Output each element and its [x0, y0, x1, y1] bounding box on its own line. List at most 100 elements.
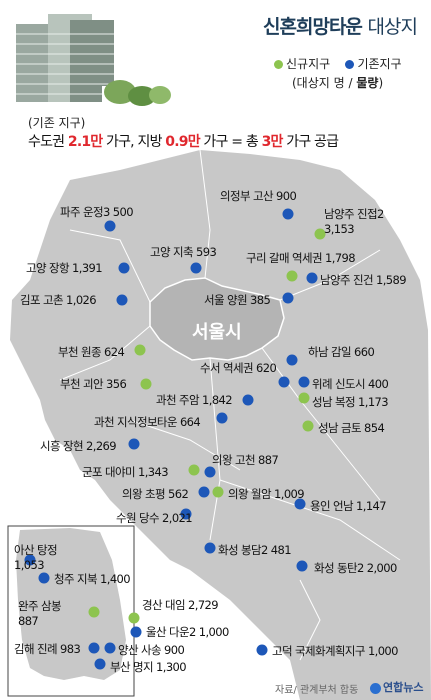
- site-label-11: 하남 감일 660: [308, 344, 375, 360]
- site-name: 경산 대임: [142, 598, 186, 612]
- site-marker-14: [298, 376, 310, 388]
- site-units: 1,009: [274, 487, 305, 501]
- site-units: 1,300: [156, 660, 187, 674]
- site-label-10: 부천 원종 624: [58, 344, 125, 360]
- site-name: 의정부 고산: [220, 189, 274, 203]
- site-marker-9: [282, 292, 294, 304]
- site-units: 887: [258, 453, 279, 467]
- site-name: 부산 명지: [110, 660, 154, 674]
- site-name: 고덕 국제화계획지구: [272, 644, 365, 658]
- site-label-32: 경산 대임 2,729: [142, 597, 219, 613]
- site-name: 남양주 진접2: [324, 207, 384, 221]
- site-marker-18: [302, 420, 314, 432]
- site-marker-21: [188, 464, 200, 476]
- site-name: 과천 주암: [156, 393, 200, 407]
- site-name: 시흥 장현: [40, 439, 84, 453]
- site-name: 완주 삼봉: [18, 599, 62, 613]
- site-label-33: 울산 다운2 1,000: [146, 624, 229, 640]
- site-name: 위례 신도시: [312, 377, 366, 391]
- site-marker-6: [118, 262, 130, 274]
- site-marker-12: [278, 376, 290, 388]
- site-label-18: 성남 금토 854: [318, 420, 385, 436]
- site-name: 화성 동탄2: [314, 561, 364, 575]
- site-marker-19: [128, 438, 140, 450]
- site-units: 1,173: [358, 395, 389, 409]
- site-label-24: 용인 언남 1,147: [310, 498, 387, 514]
- site-units: 593: [196, 245, 217, 259]
- site-label-36: 부산 명지 1,300: [110, 659, 187, 675]
- legend-new-label: 신규지구: [286, 57, 331, 71]
- site-label-6: 고양 장항 1,391: [26, 260, 103, 276]
- site-label-31: 완주 삼봉 887: [18, 598, 62, 628]
- legend: 신규지구 기존지구: [274, 55, 402, 72]
- site-label-5: 구리 갈매 역세권 1,798: [246, 250, 356, 266]
- site-label-8: 김포 고촌 1,026: [20, 292, 97, 308]
- site-label-4: 고양 지축 593: [150, 244, 217, 260]
- site-units: 1,589: [376, 273, 407, 287]
- site-name: 남양주 진건: [320, 273, 374, 287]
- site-name: 청주 지북: [54, 572, 98, 586]
- site-label-7: 남양주 진건 1,589: [320, 272, 407, 288]
- site-marker-31: [88, 606, 100, 618]
- site-label-22: 의왕 초평 562: [122, 486, 189, 502]
- legend-new-marker: [274, 60, 283, 69]
- site-marker-5: [286, 270, 298, 282]
- site-name: 구리 갈매 역세권: [246, 251, 323, 265]
- site-units: 2,021: [162, 511, 193, 525]
- district-boundaries: [59, 149, 401, 661]
- site-marker-8: [116, 294, 128, 306]
- site-marker-28: [256, 644, 268, 656]
- summary-text: 수도권 2.1만 가구, 지방 0.9만 가구 = 총 3만 가구 공급: [28, 134, 339, 150]
- site-marker-22: [198, 486, 210, 498]
- site-name: 울산 다운2: [146, 625, 196, 639]
- site-units: 500: [112, 205, 134, 219]
- site-units: 1,000: [198, 625, 230, 639]
- site-name: 수서 역세권: [200, 361, 254, 375]
- site-units: 400: [368, 377, 389, 391]
- site-units: 562: [168, 487, 189, 501]
- site-name: 용인 언남: [310, 499, 354, 513]
- site-units: 620: [256, 361, 277, 375]
- site-name: 서울 양원: [204, 293, 248, 307]
- site-label-16: 성남 복정 1,173: [312, 394, 389, 410]
- site-name: 화성 봉담2: [218, 543, 268, 557]
- site-label-1: 의정부 고산 900: [220, 188, 297, 204]
- site-markers: [24, 208, 326, 670]
- site-units: 1,343: [138, 465, 169, 479]
- site-marker-20: [204, 466, 216, 478]
- site-units: 3,153: [324, 222, 355, 236]
- site-units: 2,269: [86, 439, 117, 453]
- site-units: 854: [364, 421, 385, 435]
- site-units: 1,391: [72, 261, 103, 275]
- site-label-2: 파주 운정3 500: [60, 204, 134, 220]
- site-name: 성남 복정: [312, 395, 356, 409]
- site-units: 983: [60, 642, 81, 656]
- site-units: 1,798: [325, 251, 356, 265]
- site-marker-15: [242, 394, 254, 406]
- site-marker-27: [296, 560, 308, 572]
- site-label-26: 화성 봉담2 481: [218, 542, 292, 558]
- site-name: 군포 대야미: [82, 465, 136, 479]
- site-units: 1,147: [356, 499, 387, 513]
- site-units: 481: [270, 543, 292, 557]
- map-title: 신혼희망타운 대상지: [263, 16, 418, 38]
- site-units: 900: [276, 189, 297, 203]
- site-name: 과천 지식정보타운: [94, 415, 178, 429]
- site-label-28: 고덕 국제화계획지구 1,000: [272, 643, 398, 659]
- site-marker-33: [130, 626, 142, 638]
- site-marker-30: [38, 572, 50, 584]
- site-label-19: 시흥 장현 2,269: [40, 438, 117, 454]
- site-name: 의왕 고천: [212, 453, 256, 467]
- site-label-12: 수서 역세권 620: [200, 360, 277, 376]
- site-label-30: 청주 지북 1,400: [54, 571, 131, 587]
- legend-existing-label: 기존지구: [357, 57, 402, 71]
- seoul-label: 서울시: [192, 322, 242, 343]
- site-label-29: 아산 탕정 1,053: [14, 542, 58, 572]
- site-units: 660: [354, 345, 375, 359]
- site-marker-11: [286, 354, 298, 366]
- site-marker-7: [306, 272, 318, 284]
- site-units: 356: [106, 377, 127, 391]
- site-label-21: 군포 대야미 1,343: [82, 464, 169, 480]
- site-marker-10: [134, 344, 146, 356]
